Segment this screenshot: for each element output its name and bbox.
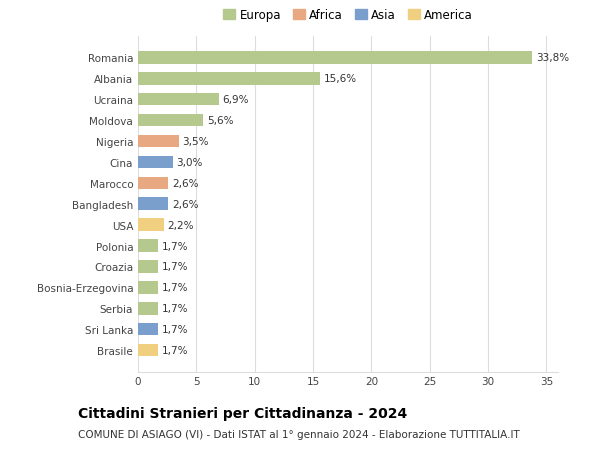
Text: 2,2%: 2,2% <box>167 220 194 230</box>
Text: 1,7%: 1,7% <box>161 325 188 335</box>
Text: Cittadini Stranieri per Cittadinanza - 2024: Cittadini Stranieri per Cittadinanza - 2… <box>78 406 407 420</box>
Bar <box>138 135 179 148</box>
Bar <box>138 198 169 211</box>
Bar <box>138 240 158 252</box>
Bar <box>138 323 158 336</box>
Bar <box>138 219 164 231</box>
Text: 2,6%: 2,6% <box>172 179 199 188</box>
Text: 2,6%: 2,6% <box>172 199 199 209</box>
Text: 1,7%: 1,7% <box>161 262 188 272</box>
Bar <box>138 281 158 294</box>
Text: 5,6%: 5,6% <box>207 116 233 126</box>
Bar <box>138 52 532 64</box>
Text: 15,6%: 15,6% <box>323 74 356 84</box>
Bar <box>138 302 158 315</box>
Text: 33,8%: 33,8% <box>536 53 569 63</box>
Text: 6,9%: 6,9% <box>222 95 248 105</box>
Text: 3,5%: 3,5% <box>182 137 209 147</box>
Text: 1,7%: 1,7% <box>161 303 188 313</box>
Bar <box>138 73 320 85</box>
Text: 3,0%: 3,0% <box>176 157 203 168</box>
Legend: Europa, Africa, Asia, America: Europa, Africa, Asia, America <box>223 9 473 22</box>
Text: 1,7%: 1,7% <box>161 283 188 293</box>
Bar <box>138 156 173 169</box>
Bar <box>138 177 169 190</box>
Bar <box>138 115 203 127</box>
Bar <box>138 261 158 273</box>
Bar <box>138 344 158 357</box>
Bar <box>138 94 218 106</box>
Text: 1,7%: 1,7% <box>161 345 188 355</box>
Text: 1,7%: 1,7% <box>161 241 188 251</box>
Text: COMUNE DI ASIAGO (VI) - Dati ISTAT al 1° gennaio 2024 - Elaborazione TUTTITALIA.: COMUNE DI ASIAGO (VI) - Dati ISTAT al 1°… <box>78 429 520 439</box>
